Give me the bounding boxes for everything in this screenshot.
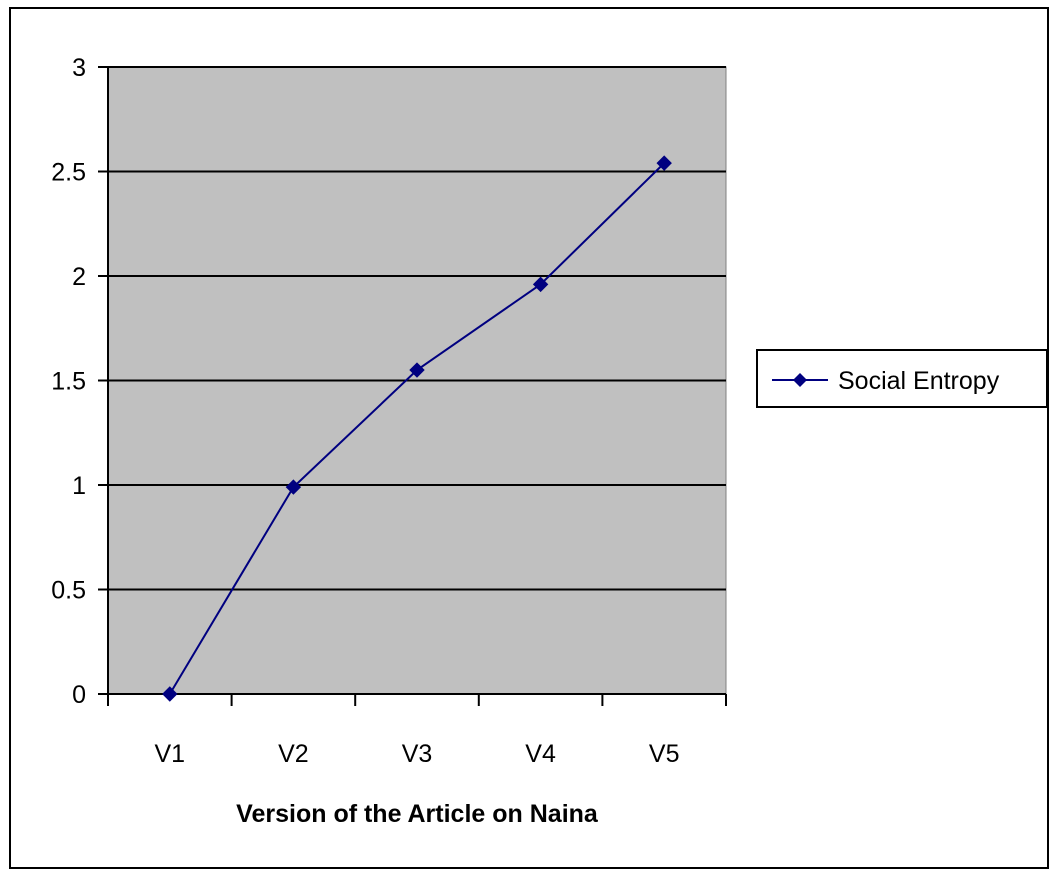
legend: Social Entropy xyxy=(756,349,1048,408)
x-tick-label: V4 xyxy=(525,740,556,768)
y-tick-label: 3 xyxy=(72,54,86,82)
data-point-marker xyxy=(285,479,302,495)
series-markers xyxy=(162,155,672,702)
y-tick-label: 2 xyxy=(72,263,86,291)
x-tick-label: V5 xyxy=(649,740,680,768)
y-tick-label: 0 xyxy=(72,681,86,709)
data-point-marker xyxy=(656,155,672,171)
x-tick-label: V2 xyxy=(278,740,309,768)
x-axis-title: Version of the Article on Naina xyxy=(236,800,599,828)
data-point-marker xyxy=(532,276,549,293)
gridlines xyxy=(108,66,726,591)
axes xyxy=(98,66,727,706)
y-tick-label: 1 xyxy=(72,472,86,500)
y-tick-label: 0.5 xyxy=(51,577,86,605)
y-tick-labels: 0 0.5 1 1.5 2 2.5 3 xyxy=(51,54,86,709)
x-tick-label: V1 xyxy=(155,740,186,768)
x-tick-labels: V1 V2 V3 V4 V5 xyxy=(155,740,680,768)
y-tick-label: 2.5 xyxy=(51,159,86,187)
legend-diamond-marker xyxy=(793,373,807,387)
data-point-marker xyxy=(409,362,425,378)
legend-label: Social Entropy xyxy=(838,367,1000,395)
y-tick-label: 1.5 xyxy=(51,368,86,396)
data-point-marker xyxy=(162,686,178,702)
x-tick-label: V3 xyxy=(402,740,433,768)
